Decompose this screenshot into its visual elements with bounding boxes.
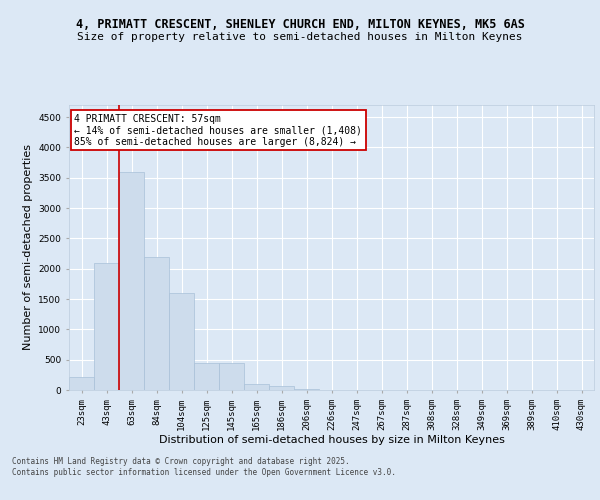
Bar [169, 293, 194, 390]
Bar [144, 256, 169, 390]
Bar [119, 172, 144, 390]
Bar [244, 384, 269, 390]
Y-axis label: Number of semi-detached properties: Number of semi-detached properties [23, 144, 33, 350]
Bar [194, 362, 219, 390]
Text: 4 PRIMATT CRESCENT: 57sqm
← 14% of semi-detached houses are smaller (1,408)
85% : 4 PRIMATT CRESCENT: 57sqm ← 14% of semi-… [74, 114, 362, 147]
Bar [69, 376, 94, 390]
Bar [269, 386, 294, 390]
Text: Contains HM Land Registry data © Crown copyright and database right 2025.
Contai: Contains HM Land Registry data © Crown c… [12, 458, 396, 477]
X-axis label: Distribution of semi-detached houses by size in Milton Keynes: Distribution of semi-detached houses by … [158, 436, 505, 446]
Bar [94, 262, 119, 390]
Text: Size of property relative to semi-detached houses in Milton Keynes: Size of property relative to semi-detach… [77, 32, 523, 42]
Bar [219, 362, 244, 390]
Text: 4, PRIMATT CRESCENT, SHENLEY CHURCH END, MILTON KEYNES, MK5 6AS: 4, PRIMATT CRESCENT, SHENLEY CHURCH END,… [76, 18, 524, 30]
